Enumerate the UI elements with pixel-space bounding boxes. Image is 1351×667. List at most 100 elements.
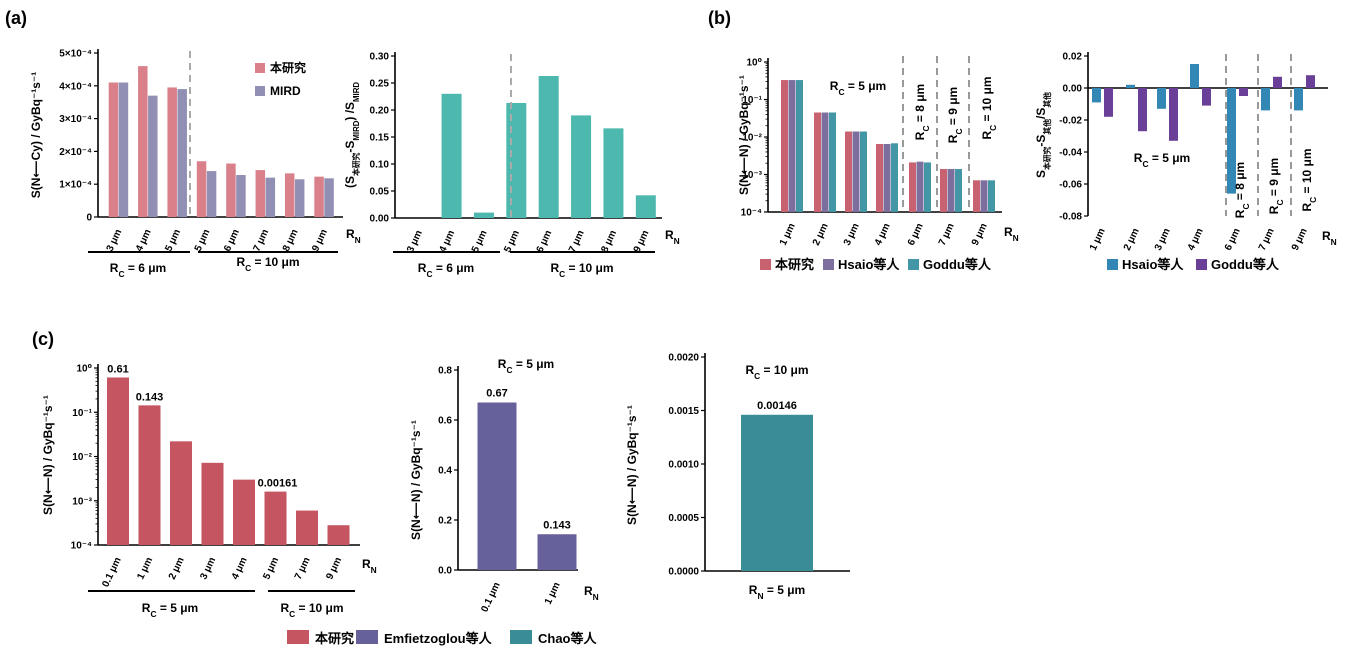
y-tick-label: -0.06 [1059, 180, 1082, 191]
legend-swatch [255, 63, 265, 73]
bar-b1 [796, 80, 803, 212]
x-tick-label: 7 μm [251, 228, 271, 254]
bar-b1 [973, 180, 980, 212]
x-tick-label: 9 μm [632, 229, 652, 255]
group-label: RC = 10 μm [550, 261, 613, 279]
bar-a2 [635, 195, 656, 218]
annotation: RC = 10 μm [980, 76, 998, 139]
legend-swatch [1196, 259, 1207, 270]
y-tick-label: 0.25 [370, 79, 390, 90]
x-tick-label: 7 μm [1257, 227, 1277, 253]
bar-b1 [947, 169, 955, 212]
bar-b1 [955, 169, 962, 212]
x-tick-label: 6 μm [1223, 227, 1243, 253]
bar-b1 [909, 162, 916, 212]
bar-b2 [1202, 88, 1211, 106]
y-tick-label: 2×10⁻⁴ [59, 147, 92, 158]
bar-b2 [1169, 88, 1178, 141]
x-tick-label: 3 μm [105, 228, 125, 254]
x-tick-label: 0.1 μm [100, 556, 123, 589]
chart-c2: 0.0 0.2 0.4 0.6 0.8 0.67 0.143 0.1 μm 1 μm RN S(N⟵… [409, 357, 599, 614]
bar-b1 [924, 162, 931, 212]
y-tick-label: 10⁰ [76, 364, 92, 375]
x-tick-label: 5 μm [470, 229, 490, 255]
y-tick-label: 0.0010 [668, 460, 699, 471]
y-tick-label: 0.20 [370, 106, 390, 117]
bar-b1 [829, 112, 836, 212]
y-tick-label: 0.02 [1063, 52, 1083, 63]
x-tick-label: 6 μm [535, 229, 555, 255]
group-label: RC = 6 μm [110, 261, 166, 279]
bar-b1 [860, 131, 867, 212]
x-tick-label: 5 μm [502, 229, 522, 255]
bar-c3 [741, 414, 813, 571]
bar-c1 [264, 491, 287, 545]
bar-b1 [821, 112, 829, 212]
annotation: RC = 10 μm [1300, 148, 1318, 211]
chart-a1: 0 1×10⁻⁴ 2×10⁻⁴ 3×10⁻⁴ 4×10⁻⁴ 5×10⁻⁴ 3 μm 4 μm 5… [29, 49, 361, 280]
y-tick-label: 1×10⁻⁴ [59, 180, 92, 191]
x-tick-label: 3 μm [405, 229, 425, 255]
bar-b1 [916, 161, 924, 212]
y-tick-label: 0 [86, 213, 92, 224]
y-tick-label: 10⁰ [746, 58, 762, 69]
bar-b1 [781, 80, 788, 212]
group-label: RC = 5 μm [142, 601, 198, 619]
bar-b2 [1126, 84, 1135, 88]
legend-swatch [1107, 259, 1118, 270]
bar-b1 [876, 144, 883, 212]
annotation: RC = 5 μm [830, 79, 886, 97]
bar-a1-mird [148, 95, 158, 217]
x-axis-end-label: RN [1004, 225, 1019, 243]
legend-swatch [823, 259, 834, 270]
x-tick-label: 9 μm [324, 556, 344, 582]
y-tick-label: 0.05 [370, 187, 390, 198]
x-tick-label: 6 μm [222, 228, 242, 254]
bar-a2 [571, 115, 592, 218]
data-label: 0.00161 [258, 478, 298, 490]
x-tick-label: 1 μm [135, 556, 155, 582]
y-tick-label: 0.30 [370, 52, 390, 63]
group-label: RC = 10 μm [236, 255, 299, 273]
bar-a1-mird [236, 175, 246, 217]
bar-a1-mird [177, 89, 187, 217]
panel-label-b: (b) [708, 8, 731, 28]
y-tick-label: 10⁻³ [72, 496, 92, 507]
bar-c1 [296, 510, 318, 545]
bar-b1 [891, 143, 898, 212]
y-axis-label-b2: S本研究-S其他/S其他 [1034, 92, 1052, 178]
y-tick-label: 0.10 [370, 160, 390, 171]
bar-c1 [170, 441, 192, 545]
y-axis-label-a1: S(N⟵Cy) / GyBq⁻¹s⁻¹ [29, 72, 43, 199]
x-axis-end-label: RN [1322, 229, 1337, 247]
y-tick-label: 0.0020 [668, 353, 699, 364]
annotation: RC = 8 μm [913, 84, 931, 140]
y-tick-label: 0.6 [438, 416, 452, 427]
y-axis-label-c1: S(N⟵N) / GyBq⁻¹s⁻¹ [41, 395, 55, 515]
bar-a2 [506, 102, 527, 218]
y-tick-label: 0.00 [370, 214, 390, 225]
bar-b2 [1138, 88, 1147, 132]
x-tick-label: 4 μm [1186, 227, 1206, 253]
bar-a1-this-study [255, 170, 266, 217]
bar-a1-mird [206, 171, 217, 217]
bar-b2 [1227, 88, 1236, 194]
x-tick-label: 3 μm [198, 556, 218, 582]
bar-a1-this-study [138, 66, 148, 218]
bar-b1 [814, 112, 821, 212]
x-axis-label: RN = 5 μm [749, 583, 805, 601]
legend-label: Goddu等人 [1211, 257, 1280, 272]
y-tick-label: 0.8 [438, 366, 452, 377]
y-tick-label: 0.4 [438, 466, 452, 477]
y-tick-label: 10⁻³ [742, 170, 762, 181]
x-tick-label: 8 μm [281, 228, 301, 254]
bar-b2 [1092, 88, 1101, 103]
y-tick-label: 0.0 [438, 566, 452, 577]
x-tick-label: 2 μm [1122, 227, 1142, 253]
data-label: 0.00146 [757, 400, 797, 412]
bar-b2 [1273, 76, 1282, 88]
x-tick-label: 9 μm [970, 222, 990, 248]
x-tick-label: 5 μm [163, 228, 183, 254]
y-tick-label: -0.04 [1059, 148, 1082, 159]
bar-a1-mird [294, 179, 305, 217]
